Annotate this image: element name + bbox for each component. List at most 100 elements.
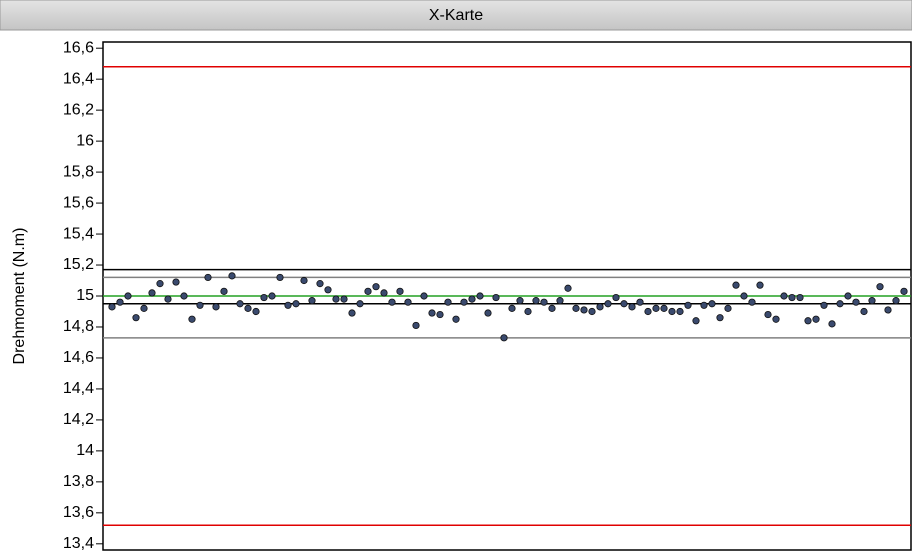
data-point (596, 303, 604, 311)
data-point (524, 307, 532, 316)
data-point (764, 310, 772, 319)
data-point (684, 301, 692, 309)
data-point (756, 281, 764, 289)
data-point (612, 293, 620, 302)
data-point (428, 309, 436, 317)
y-tick-label: 13,6 (63, 504, 94, 521)
data-point (668, 307, 676, 316)
data-point (356, 300, 364, 308)
data-point (660, 304, 668, 312)
y-tick-label: 13,8 (63, 473, 94, 490)
data-point (396, 287, 404, 295)
data-point (132, 314, 140, 322)
data-point (876, 283, 884, 291)
data-point (772, 315, 780, 323)
data-point (308, 297, 316, 305)
data-point (444, 298, 452, 306)
y-axis-label: Drehmoment (N.m) (11, 228, 28, 365)
data-point (556, 297, 564, 305)
y-tick-label: 16 (76, 132, 94, 149)
data-point (300, 276, 308, 285)
data-point (860, 307, 868, 316)
data-point (724, 304, 732, 312)
data-point (156, 280, 164, 288)
data-point (268, 292, 276, 300)
data-point (564, 284, 572, 292)
data-point (292, 300, 300, 308)
data-point (260, 293, 268, 302)
data-point (620, 300, 628, 308)
data-point (508, 304, 516, 312)
data-point (492, 293, 500, 302)
data-point (340, 295, 348, 303)
data-point (484, 309, 492, 317)
data-point (812, 315, 820, 323)
data-point (204, 273, 212, 282)
data-point (892, 297, 900, 305)
data-point (412, 321, 420, 330)
y-tick-label: 14,2 (63, 411, 94, 428)
data-point (476, 292, 484, 300)
data-point (884, 306, 892, 314)
data-point (460, 298, 468, 306)
y-tick-label: 14,8 (63, 318, 94, 335)
data-point (500, 334, 508, 342)
data-point (900, 287, 908, 295)
y-tick-label: 14,6 (63, 349, 94, 366)
data-point (436, 310, 444, 319)
data-point (196, 301, 204, 309)
data-point (580, 306, 588, 314)
data-point (364, 287, 372, 295)
data-point (276, 273, 284, 282)
data-point (644, 307, 652, 316)
y-tick-label: 13,4 (63, 535, 94, 552)
y-tick-label: 14 (76, 442, 94, 459)
y-tick-label: 15,6 (63, 194, 94, 211)
data-point (572, 304, 580, 312)
data-point (404, 298, 412, 306)
data-point (220, 287, 228, 295)
y-tick-label: 15,2 (63, 256, 94, 273)
data-point (180, 292, 188, 300)
data-point (212, 303, 220, 311)
y-tick-label: 15,4 (63, 225, 94, 242)
data-point (228, 272, 236, 280)
data-point (124, 292, 132, 300)
data-point (836, 300, 844, 308)
y-tick-label: 15 (76, 287, 94, 304)
data-point (108, 303, 116, 311)
data-point (372, 283, 380, 291)
data-point (284, 301, 292, 309)
data-point (740, 292, 748, 300)
data-point (332, 295, 340, 303)
data-point (636, 298, 644, 306)
y-tick-label: 16,6 (63, 39, 94, 56)
data-point (588, 307, 596, 316)
data-point (236, 300, 244, 308)
data-point (164, 295, 172, 303)
data-point (604, 300, 612, 308)
data-point (748, 298, 756, 306)
y-tick-label: 14,4 (63, 380, 94, 397)
data-point (140, 304, 148, 312)
data-point (804, 317, 812, 325)
data-point (700, 301, 708, 309)
data-point (188, 315, 196, 323)
y-tick-label: 16,2 (63, 101, 94, 118)
data-point (548, 304, 556, 312)
data-point (148, 289, 156, 297)
data-point (780, 292, 788, 300)
data-point (348, 309, 356, 317)
data-point (652, 304, 660, 312)
data-point (628, 303, 636, 311)
data-point (868, 297, 876, 305)
data-point (828, 320, 836, 328)
y-tick-label: 15,8 (63, 163, 94, 180)
data-point (252, 307, 260, 316)
data-point (540, 298, 548, 306)
data-point (692, 317, 700, 325)
data-point (676, 307, 684, 316)
data-point (788, 293, 796, 302)
data-point (420, 292, 428, 300)
data-point (796, 293, 804, 302)
